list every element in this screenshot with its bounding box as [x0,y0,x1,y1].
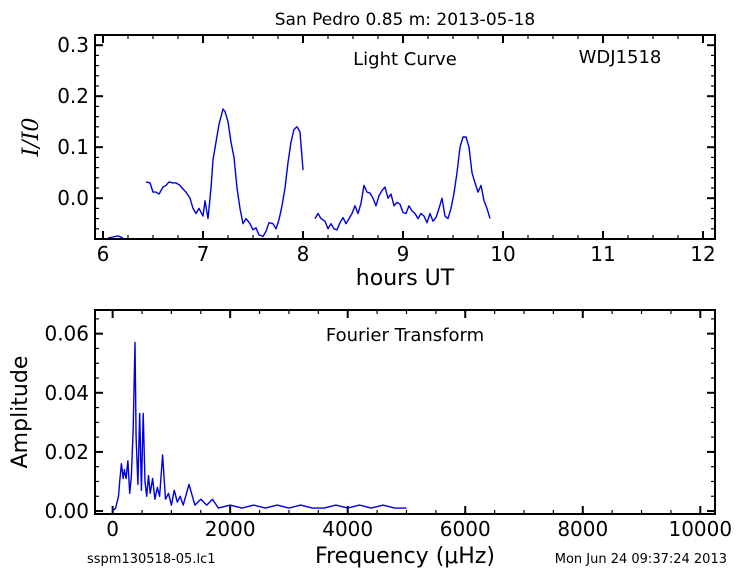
light-curve-title: Light Curve [353,49,457,70]
fourier-xtick-label: 6000 [440,517,491,541]
light-curve-xtick-label: 9 [397,242,410,266]
light-curve-ylabel: I/I0 [19,118,44,158]
fourier-frame [94,309,716,515]
light-curve-xtick-label: 11 [590,242,615,266]
light-curve-ytick-label: 0.1 [57,135,89,159]
footer-timestamp: Mon Jun 24 09:37:24 2013 [555,552,727,567]
fourier-xlabel: Frequency (μHz) [315,544,495,569]
fourier-series-line [112,341,407,512]
light-curve-ticks: 6 7 8 9 10 11 12 0.0 0.1 0.2 0.3 [57,33,716,266]
light-curve-xtick-label: 10 [490,242,515,266]
fourier-ytick-label: 0.04 [44,381,89,405]
fourier-xtick-label: 10000 [668,517,732,541]
light-curve-lines [107,108,491,239]
fourier-ylabel: Amplitude [8,356,33,469]
fourier-ticks: 0 2000 4000 6000 8000 10000 0.00 0.02 0.04 0.06 [44,310,732,541]
fourier-xtick-label: 8000 [557,517,608,541]
light-curve-series-line [107,235,124,239]
light-curve-xlabel: hours UT [356,266,455,291]
light-curve-series-line [314,136,491,231]
light-curve-ytick-label: 0.3 [57,33,89,57]
light-curve-xtick-label: 6 [97,242,110,266]
fourier-xtick-label: 4000 [322,517,373,541]
fourier-ytick-label: 0.00 [44,499,89,523]
fourier-title: Fourier Transform [326,325,484,346]
light-curve-panel: 6 7 8 9 10 11 12 0.0 0.1 0.2 0.3 Light Curve WDJ15… [19,33,716,291]
fourier-xtick-label: 0 [106,517,119,541]
light-curve-xtick-label: 7 [197,242,210,266]
light-curve-ytick-label: 0.2 [57,84,89,108]
light-curve-series-line [145,108,304,238]
figure-title: San Pedro 0.85 m: 2013-05-18 [275,10,535,30]
fourier-ytick-label: 0.02 [44,440,89,464]
fourier-xtick-label: 2000 [205,517,256,541]
fourier-ytick-label: 0.06 [44,322,89,346]
footer-filename: sspm130518-05.lc1 [87,552,215,567]
fourier-panel: 0 2000 4000 6000 8000 10000 0.00 0.02 0.04 0.06 F… [8,309,732,569]
light-curve-ytick-label: 0.0 [57,186,89,210]
light-curve-annotation: WDJ1518 [579,47,662,68]
light-curve-xtick-label: 12 [690,242,715,266]
light-curve-xtick-label: 8 [297,242,310,266]
fourier-lines [112,341,407,512]
